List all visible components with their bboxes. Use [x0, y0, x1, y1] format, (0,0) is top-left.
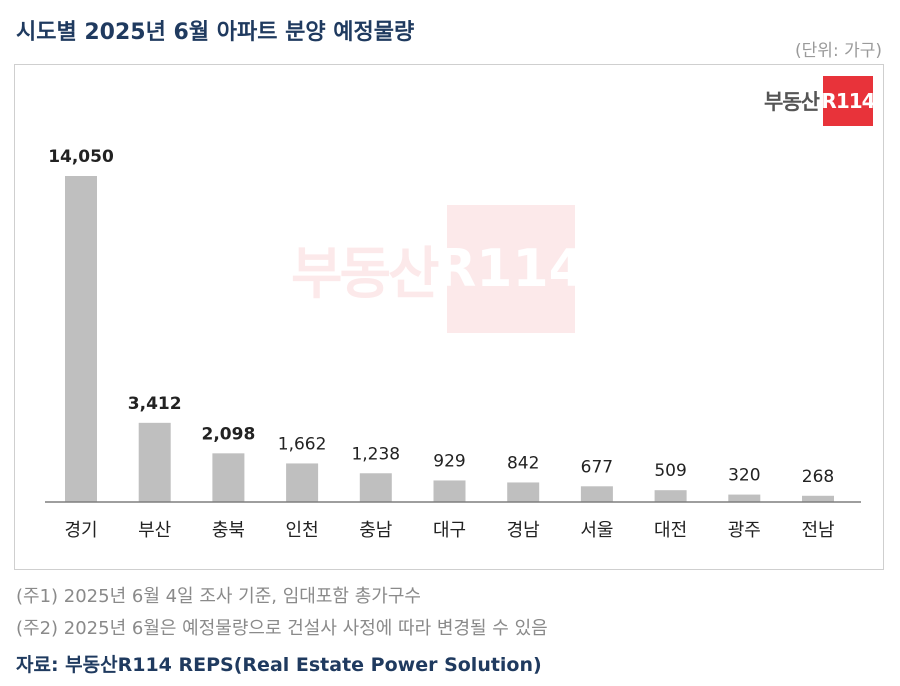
category-label-인천: 인천	[286, 520, 319, 541]
category-label-부산: 부산	[138, 520, 171, 541]
bar-인천	[286, 463, 319, 502]
value-label-경남: 842	[507, 453, 539, 473]
category-label-서울: 서울	[580, 520, 613, 541]
category-label-광주: 광주	[728, 520, 761, 541]
bar-충남	[359, 473, 392, 502]
bar-서울	[580, 486, 613, 502]
category-label-충남: 충남	[359, 520, 392, 541]
value-label-서울: 677	[581, 457, 613, 477]
bar-대전	[654, 490, 687, 502]
value-label-충북: 2,098	[202, 424, 256, 444]
value-label-부산: 3,412	[128, 394, 182, 414]
brand-logo: 부동산 R114	[764, 75, 876, 127]
category-label-경남: 경남	[507, 520, 540, 541]
bar-경기	[65, 176, 97, 502]
logo-r114-box: R114	[821, 76, 876, 126]
chart-area: 부동산 R114 부동산 R114 14,050 경기 3,412 부산 2,098 충북…	[14, 64, 884, 570]
bar-전남	[802, 495, 834, 502]
category-label-대구: 대구	[433, 520, 466, 541]
value-label-충남: 1,238	[351, 444, 400, 464]
value-label-대구: 929	[433, 451, 465, 471]
footnote-1: (주1) 2025년 6월 4일 조사 기준, 임대포함 총가구수	[16, 586, 421, 607]
bar-광주	[728, 494, 761, 502]
value-label-대전: 509	[654, 461, 686, 481]
bar-경남	[507, 482, 540, 502]
value-label-경기: 14,050	[48, 147, 114, 167]
bar-대구	[433, 480, 466, 502]
category-label-충북: 충북	[212, 520, 245, 541]
value-label-광주: 320	[728, 466, 760, 486]
footnote-2: (주2) 2025년 6월은 예정물량으로 건설사 사정에 따라 변경될 수 있…	[16, 618, 548, 639]
source-label: 자료: 부동산R114 REPS(Real Estate Power Solut…	[16, 654, 542, 676]
bar-chart: 14,050 경기 3,412 부산 2,098 충북 1,662 인천 1,238 충남 929 대…	[45, 147, 861, 541]
logo-text: 부동산	[764, 90, 820, 114]
category-label-대전: 대전	[654, 520, 687, 541]
bar-부산	[138, 422, 171, 502]
chart-title: 시도별 2025년 6월 아파트 분양 예정물량	[16, 20, 415, 45]
value-label-인천: 1,662	[278, 434, 327, 454]
category-label-전남: 전남	[801, 520, 834, 541]
category-label-경기: 경기	[64, 520, 97, 541]
bar-충북	[212, 453, 245, 502]
unit-label: (단위: 가구)	[795, 41, 882, 61]
value-label-전남: 268	[802, 467, 834, 487]
